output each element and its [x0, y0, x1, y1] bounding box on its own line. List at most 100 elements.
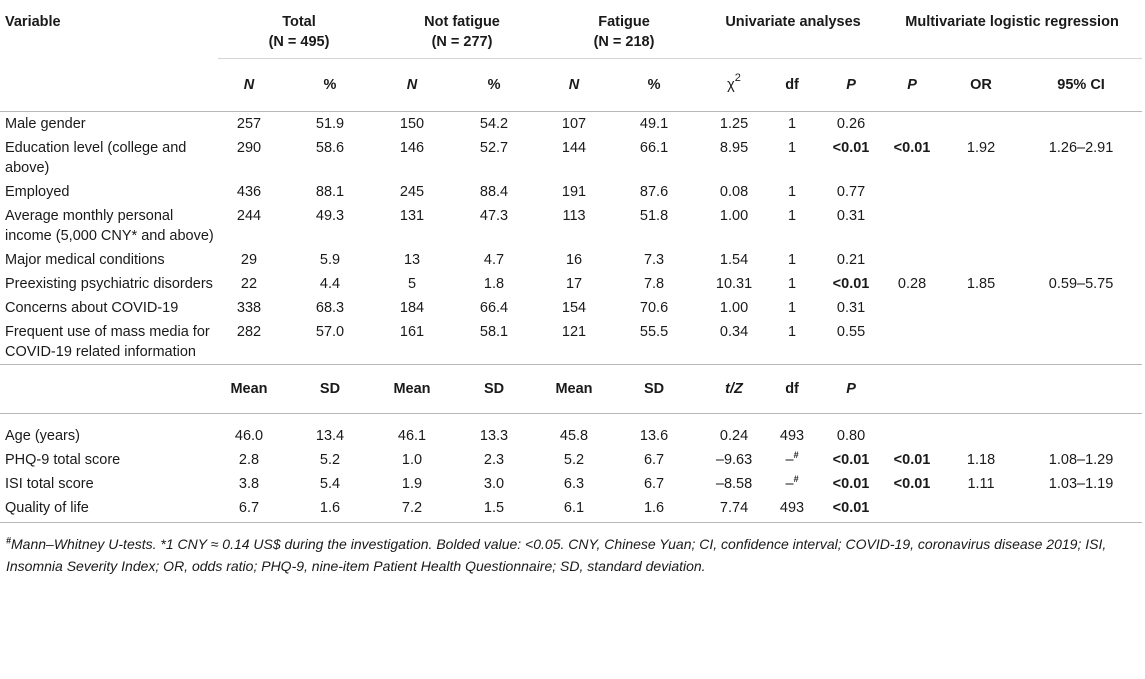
row-label: PHQ-9 total score: [5, 452, 121, 468]
cell-s2: 13.3: [479, 428, 509, 444]
cell-n1: 244: [236, 208, 262, 224]
cell-df: 1: [787, 324, 797, 340]
cell-multi-p: 0.28: [897, 276, 927, 292]
cell-tz: –8.58: [715, 476, 753, 492]
cell-ci: 0.59–5.75: [1048, 276, 1114, 292]
subheader-sd-not-fatigue: SD: [444, 364, 545, 414]
cell-n3: 16: [565, 252, 583, 268]
cell-multi-p: [882, 180, 942, 204]
fatigue-header-title: Fatigue: [598, 14, 650, 30]
cell-s1: 13.4: [315, 428, 345, 444]
cell-or: [942, 496, 1021, 523]
cell-n2: 184: [399, 300, 425, 316]
cell-multi-p: [882, 414, 942, 449]
cell-df-value: 493: [779, 500, 805, 516]
cell-n3: 107: [561, 116, 587, 132]
cell-p3: 7.3: [643, 252, 665, 268]
cell-p3: 87.6: [639, 184, 669, 200]
cell-s3: 1.6: [604, 496, 705, 523]
cell-p: 0.21: [836, 252, 866, 268]
cell-ci: [1020, 414, 1142, 449]
table-row: PHQ-9 total score 2.8 5.2 1.0 2.3 5.2 6.7 –9.63…: [0, 448, 1142, 472]
row-label: Quality of life: [0, 496, 218, 523]
cell-p3: 7.8: [643, 276, 665, 292]
cell-or: 1.11: [967, 476, 995, 492]
cell-ci: [1020, 112, 1142, 137]
subheader-p: P: [820, 364, 883, 414]
cell-m2: 1.0: [401, 452, 423, 468]
cell-n3: 121: [561, 324, 587, 340]
total-header: Total (N = 495): [218, 2, 380, 59]
cell-p3: 55.5: [639, 324, 669, 340]
cell-multi-p: [882, 320, 942, 365]
cell-or: [942, 112, 1020, 137]
cell-n3: 154: [561, 300, 587, 316]
row-label: ISI total score: [5, 476, 94, 492]
subheader-row-means: Mean SD Mean SD Mean SD t/Z df P: [0, 364, 1143, 414]
chi-symbol: χ: [727, 77, 735, 93]
cell-m2: 1.9: [401, 476, 423, 492]
cell-p: <0.01: [832, 276, 870, 292]
cell-p2: 47.3: [479, 208, 509, 224]
cell-or: 1.18: [966, 452, 996, 468]
subheader-df: df: [764, 364, 821, 414]
row-label: Concerns about COVID-19: [5, 300, 179, 316]
cell-n1: 290: [236, 140, 262, 156]
cell-p3: 66.1: [639, 140, 669, 156]
cell-n1: 29: [240, 252, 258, 268]
table-row: Concerns about COVID-19 338 68.3 184 66.4 154…: [0, 296, 1142, 320]
cell-n3: 113: [562, 208, 586, 224]
subheader-n-total: N: [218, 58, 280, 112]
footnote: #Mann–Whitney U-tests. *1 CNY ≈ 0.14 US$…: [0, 523, 1145, 577]
cell-df: –#: [764, 472, 820, 496]
cell-m1: 46.0: [234, 428, 264, 444]
row-label: Preexisting psychiatric disorders: [5, 276, 213, 292]
cell-or: [942, 414, 1020, 449]
cell-m1: 3.8: [238, 476, 260, 492]
row-label: Employed: [5, 184, 70, 200]
cell-df-footnote-marker: #: [793, 450, 799, 461]
subheader-t-z: t/Z: [704, 364, 765, 414]
subheader-chi-square: χ2: [704, 58, 765, 112]
cell-s2: 2.3: [483, 452, 505, 468]
cell-multi-p: <0.01: [893, 452, 931, 468]
cell-tz: 7.74: [704, 496, 765, 523]
table-row: Age (years) 46.0 13.4 46.1 13.3 45.8 13.6 0.24 4…: [0, 414, 1142, 449]
subheader-ci: 95% CI: [1020, 58, 1143, 112]
cell-ci: 1.26–2.91: [1048, 140, 1114, 156]
cell-multi-p: <0.01: [893, 476, 931, 492]
cell-p1: 68.3: [315, 300, 345, 316]
cell-m3: 6.1: [544, 496, 605, 523]
cell-n1: 257: [236, 116, 262, 132]
cell-p3: 49.1: [639, 116, 669, 132]
subheader-blank: [0, 364, 218, 414]
cell-m3: 6.3: [563, 476, 585, 492]
subheader-n-not-fatigue: N: [380, 58, 445, 112]
table-row: Quality of life 6.7 1.6 7.2 1.5 6.1 1.6 7.74 493…: [0, 496, 1143, 523]
cell-s3: 6.7: [643, 452, 665, 468]
cell-p: 0.31: [836, 300, 866, 316]
subheader-blank: [0, 58, 218, 112]
table-wrapper: Variable Total (N = 495) Not fatigue (N …: [0, 2, 1145, 577]
subheader-df: df: [764, 58, 821, 112]
cell-p2: 52.7: [479, 140, 509, 156]
subheader-row-counts: N % N % N % χ2 df P P OR 95% CI: [0, 58, 1143, 112]
cell-s3: 13.6: [639, 428, 669, 444]
cell-ci: [1020, 320, 1142, 365]
univariate-header: Univariate analyses: [725, 14, 861, 30]
cell-p2: 4.7: [483, 252, 505, 268]
cell-or: [942, 296, 1020, 320]
fatigue-header-n: (N = 218): [593, 34, 655, 50]
cell-s2: 3.0: [483, 476, 505, 492]
not-fatigue-header-title: Not fatigue: [424, 14, 500, 30]
cell-m2: 46.1: [397, 428, 427, 444]
subheader-blank: [942, 364, 1021, 414]
table-row: Frequent use of mass media for COVID-19 …: [0, 320, 1142, 365]
cell-df-value: 493: [779, 428, 805, 444]
not-fatigue-header: Not fatigue (N = 277): [380, 2, 544, 59]
cell-chi: 8.95: [719, 140, 749, 156]
cell-p1: 4.4: [319, 276, 341, 292]
cell-chi: 1.54: [719, 252, 749, 268]
cell-n2: 245: [399, 184, 425, 200]
cell-df: 1: [787, 140, 797, 156]
